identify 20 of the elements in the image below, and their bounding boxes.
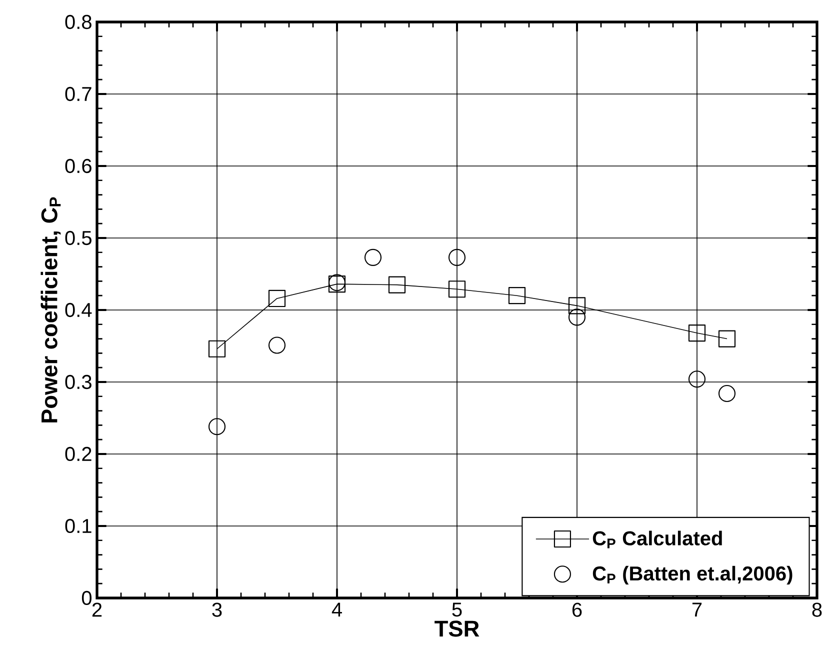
y-tick-label: 0.5 [65,230,92,246]
y-tick-label: 0.7 [65,86,92,102]
x-tick-label: 4 [332,602,342,616]
y-tick-label: 0 [82,590,92,606]
x-tick-label: 2 [92,602,102,617]
legend-label: C$_{P}$ (Batten et.al,2006) [592,566,792,585]
legend-label: C$_{P}$ Calculated [592,530,722,548]
x-tick-label: 5 [452,602,462,617]
y-tick-label: 0.2 [65,446,92,462]
y-tick-label: 0.4 [65,302,92,318]
y-tick-label: 0.1 [65,518,92,534]
x-axis-title: TSR [434,620,480,637]
y-tick-label: 0.6 [65,158,92,174]
y-tick-label: 0.8 [65,14,92,30]
x-tick-label: 7 [692,602,702,616]
x-tick-label: 3 [212,602,222,617]
x-tick-label: 8 [812,602,822,617]
y-tick-label: 0.3 [65,374,92,390]
y-axis-title: Power coefficient, C$_{P}$ [40,197,61,422]
x-tick-label: 6 [572,602,582,617]
